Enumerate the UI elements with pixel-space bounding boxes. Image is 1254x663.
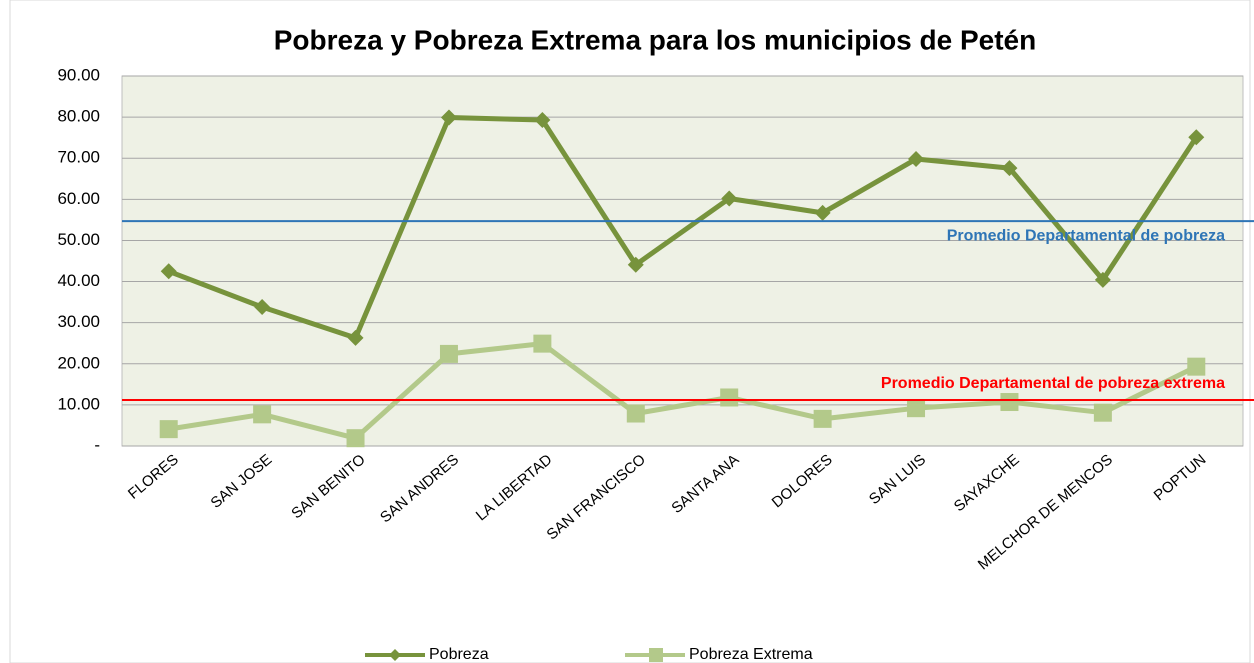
y-tick-label: - <box>94 435 100 454</box>
y-tick-label: 20.00 <box>57 353 100 372</box>
point <box>720 388 739 407</box>
y-tick-label: 10.00 <box>57 394 100 413</box>
point <box>721 190 738 207</box>
y-tick-label: 90.00 <box>57 65 100 84</box>
legend-marker <box>649 648 663 662</box>
point <box>440 109 457 126</box>
point <box>160 263 177 280</box>
y-tick-label: 40.00 <box>57 271 100 290</box>
point <box>534 111 551 128</box>
point <box>908 151 925 168</box>
point <box>533 334 552 353</box>
y-tick-label: 80.00 <box>57 107 100 126</box>
legend-label: Pobreza Extrema <box>689 646 813 663</box>
series-line <box>168 341 1198 441</box>
legend-label: Pobreza <box>429 646 489 663</box>
point <box>346 429 365 448</box>
point <box>159 420 178 439</box>
series-line <box>167 115 1199 341</box>
point <box>1001 160 1018 177</box>
plot-area <box>121 75 1244 447</box>
point <box>1094 271 1111 288</box>
y-tick-label: 70.00 <box>57 148 100 167</box>
y-tick-label: 30.00 <box>57 312 100 331</box>
y-tick-label: 50.00 <box>57 230 100 249</box>
reference-label: Promedio Departamental de pobreza extrem… <box>881 375 1225 392</box>
point <box>813 409 832 428</box>
reference-label: Promedio Departamental de pobreza <box>947 227 1225 244</box>
point <box>814 204 831 221</box>
point <box>1000 393 1019 412</box>
y-tick-label: 60.00 <box>57 189 100 208</box>
point <box>627 256 644 273</box>
point <box>1093 403 1112 422</box>
point <box>439 344 458 363</box>
point <box>253 405 272 424</box>
chart-title: Pobreza y Pobreza Extrema para los munic… <box>274 24 1036 55</box>
point <box>347 329 364 346</box>
point <box>907 399 926 418</box>
point <box>1187 357 1206 376</box>
point <box>254 299 271 316</box>
point <box>1188 129 1205 146</box>
point <box>626 404 645 423</box>
legend-marker <box>389 649 401 661</box>
